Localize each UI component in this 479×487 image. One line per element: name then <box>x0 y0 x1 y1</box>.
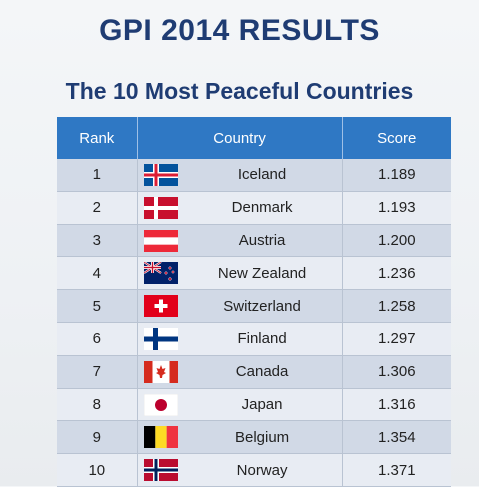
country-cell: New Zealand <box>138 257 343 290</box>
country-cell: Finland <box>138 322 343 355</box>
table-row: 1 Iceland 1.189 <box>57 159 451 192</box>
score-cell: 1.200 <box>378 231 416 249</box>
switzerland-flag-icon <box>143 295 178 318</box>
page-subtitle: The 10 Most Peaceful Countries <box>65 78 414 104</box>
score-cell: 1.354 <box>378 428 416 446</box>
denmark-flag-icon <box>143 196 178 219</box>
results-table: Rank Country Score 1 Iceland 1.189 2 <box>57 117 451 487</box>
country-cell: Iceland <box>138 159 343 191</box>
score-cell: 1.306 <box>378 363 416 381</box>
score-cell: 1.236 <box>378 264 416 282</box>
rank-cell: 6 <box>57 322 138 355</box>
table-header-row: Rank Country Score <box>57 117 451 159</box>
new-zealand-flag-icon <box>143 262 178 285</box>
table-row: 2 Denmark 1.193 <box>57 191 451 225</box>
table-row: 7 Canada 1.306 <box>57 355 451 389</box>
country-cell: Switzerland <box>138 290 343 322</box>
rank-cell: 1 <box>57 159 138 191</box>
finland-flag-icon <box>143 327 178 350</box>
rank-cell: 10 <box>57 454 138 486</box>
country-cell: Belgium <box>138 421 343 454</box>
country-name: Switzerland <box>223 297 301 315</box>
score-cell: 1.193 <box>378 199 416 217</box>
rank-cell: 9 <box>57 421 138 454</box>
score-cell: 1.316 <box>378 395 416 413</box>
table-row: 5 Switzerland 1.258 <box>57 290 451 323</box>
country-name: Austria <box>238 231 286 249</box>
country-name: Belgium <box>234 428 290 446</box>
country-cell: Japan <box>138 388 343 421</box>
table-row: 9 Belgium 1.354 <box>57 421 451 455</box>
country-name: Finland <box>237 330 287 348</box>
country-name: Canada <box>235 363 289 381</box>
header-rank: Rank <box>57 117 138 159</box>
country-cell: Denmark <box>138 191 343 224</box>
score-cell: 1.189 <box>378 166 416 184</box>
country-name: Japan <box>241 395 283 413</box>
score-cell: 1.371 <box>378 461 416 479</box>
country-cell: Norway <box>138 454 343 486</box>
austria-flag-icon <box>143 229 178 252</box>
country-name: Norway <box>236 461 288 479</box>
table-row: 4 New Zealand 1.236 <box>57 257 451 291</box>
country-cell: Austria <box>138 224 343 257</box>
score-cell: 1.297 <box>378 330 416 348</box>
rank-cell: 7 <box>57 355 138 388</box>
rank-cell: 4 <box>57 257 138 290</box>
norway-flag-icon <box>143 459 178 482</box>
country-name: New Zealand <box>217 264 307 282</box>
rank-cell: 8 <box>57 388 138 421</box>
table-row: 3 Austria 1.200 <box>57 224 451 258</box>
belgium-flag-icon <box>143 426 178 449</box>
canada-flag-icon <box>143 360 178 383</box>
country-name: Iceland <box>237 166 287 184</box>
table-row: 8 Japan 1.316 <box>57 388 451 422</box>
rank-cell: 3 <box>57 224 138 257</box>
country-name: Denmark <box>231 199 293 217</box>
header-country: Country <box>138 117 343 159</box>
score-cell: 1.258 <box>378 297 416 315</box>
rank-cell: 5 <box>57 290 138 322</box>
country-cell: Canada <box>138 355 343 388</box>
iceland-flag-icon <box>143 164 178 186</box>
table-row: 10 Norway 1.371 <box>57 454 451 487</box>
rank-cell: 2 <box>57 191 138 224</box>
page-title: GPI 2014 RESULTS <box>99 14 380 47</box>
japan-flag-icon <box>143 393 178 416</box>
table-row: 6 Finland 1.297 <box>57 322 451 356</box>
header-score: Score <box>377 129 417 147</box>
